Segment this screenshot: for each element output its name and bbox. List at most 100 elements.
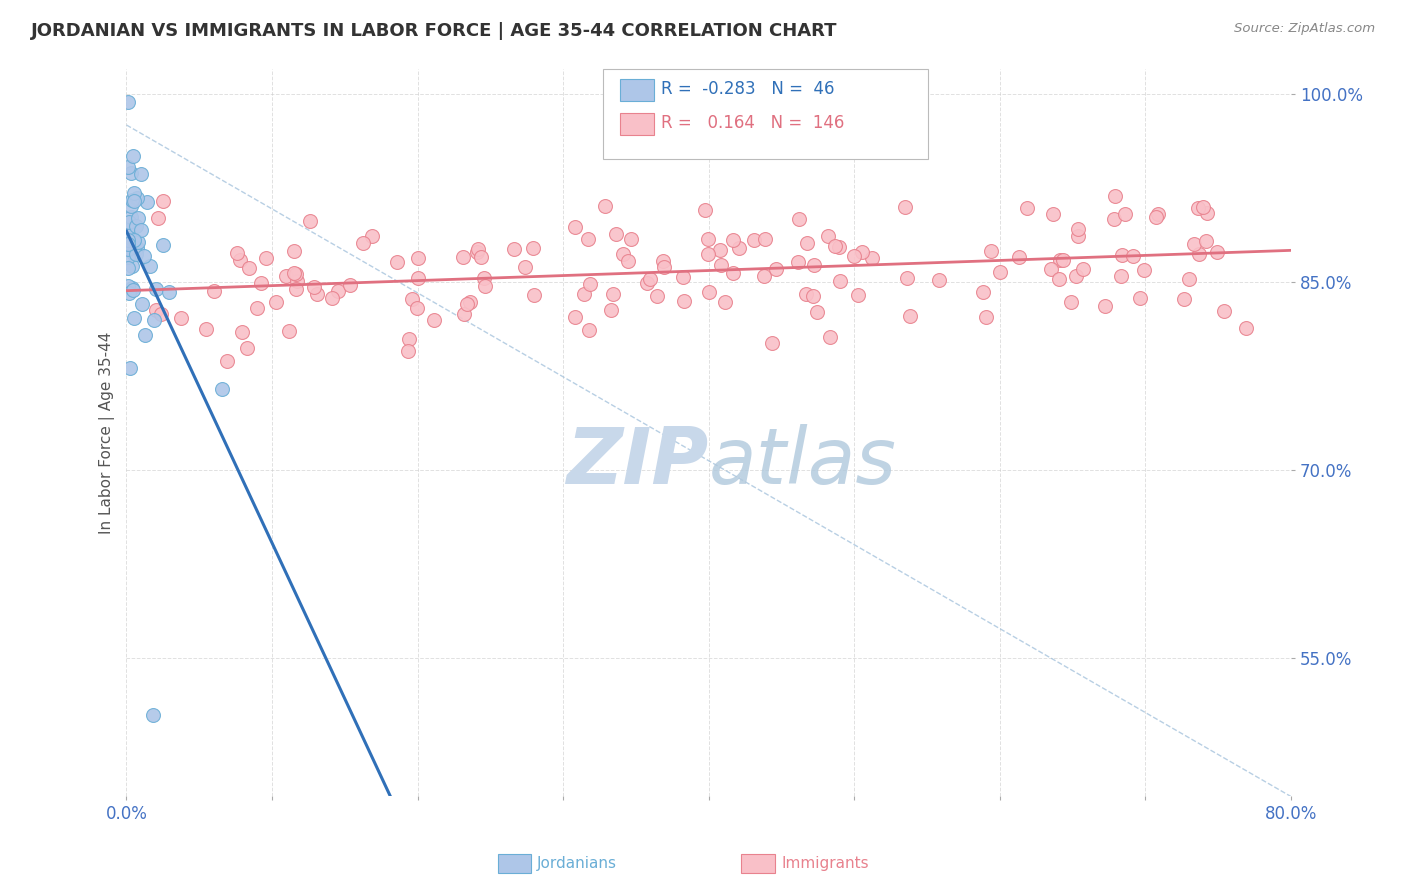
Point xyxy=(893,201,915,215)
Point xyxy=(713,295,735,310)
Point xyxy=(672,293,695,308)
Point xyxy=(139,259,162,273)
Point xyxy=(710,258,733,272)
Point xyxy=(250,276,273,290)
Point xyxy=(578,323,600,337)
Point xyxy=(229,252,252,267)
Point xyxy=(1042,207,1064,221)
Point xyxy=(467,242,489,256)
Point xyxy=(1064,269,1087,284)
Point xyxy=(474,278,496,293)
Point xyxy=(1178,271,1201,285)
Point xyxy=(118,360,141,375)
Point xyxy=(898,309,921,323)
Point xyxy=(470,250,492,264)
Point xyxy=(651,254,673,268)
Point xyxy=(117,278,139,293)
Point xyxy=(564,219,586,234)
Point xyxy=(125,191,148,205)
Text: atlas: atlas xyxy=(709,424,897,500)
Point xyxy=(122,311,145,326)
Point xyxy=(842,249,865,263)
Point xyxy=(472,271,495,285)
Point xyxy=(636,277,658,291)
Point xyxy=(1133,263,1156,277)
Point xyxy=(117,250,139,264)
Point xyxy=(1212,304,1234,318)
Point xyxy=(122,283,145,297)
Point xyxy=(699,285,721,300)
Point xyxy=(1052,253,1074,268)
Point xyxy=(803,258,825,272)
Point xyxy=(728,241,751,255)
Point xyxy=(145,282,167,296)
Point xyxy=(121,281,143,295)
Point xyxy=(152,238,174,252)
Point xyxy=(134,328,156,343)
Point xyxy=(120,166,142,180)
Point xyxy=(1188,247,1211,261)
Point xyxy=(118,228,141,243)
Point xyxy=(579,277,602,292)
Point xyxy=(1104,211,1126,226)
Point xyxy=(131,222,153,236)
Point xyxy=(1122,250,1144,264)
Point xyxy=(304,280,326,294)
Point xyxy=(640,272,662,286)
Point xyxy=(274,269,297,284)
Point xyxy=(1067,229,1090,244)
Point xyxy=(1195,235,1218,249)
Point xyxy=(211,382,233,396)
Point xyxy=(170,310,193,325)
Point xyxy=(1060,294,1083,309)
Point xyxy=(1234,321,1257,335)
Point xyxy=(117,237,139,252)
Point xyxy=(122,194,145,209)
Point xyxy=(231,325,253,339)
Point xyxy=(456,297,478,311)
Point xyxy=(406,252,429,266)
Point xyxy=(761,336,783,351)
Point xyxy=(824,239,846,253)
Point xyxy=(401,292,423,306)
Point xyxy=(787,212,810,227)
Point xyxy=(238,260,260,275)
Point xyxy=(321,291,343,305)
Point xyxy=(599,303,621,318)
Point xyxy=(1109,269,1132,284)
Point xyxy=(721,266,744,280)
Text: ZIP: ZIP xyxy=(567,424,709,500)
Point xyxy=(1187,202,1209,216)
Point xyxy=(695,202,717,217)
Point xyxy=(576,232,599,246)
Point xyxy=(602,286,624,301)
Point xyxy=(118,286,141,301)
Point xyxy=(127,235,149,249)
Point xyxy=(754,268,776,283)
Point xyxy=(742,233,765,247)
Point xyxy=(851,245,873,260)
Point xyxy=(860,252,883,266)
Point xyxy=(122,233,145,247)
Point xyxy=(285,267,308,281)
Point xyxy=(974,310,997,325)
Point xyxy=(515,260,537,274)
Point xyxy=(150,307,173,321)
Point xyxy=(696,247,718,261)
Point xyxy=(264,295,287,310)
Point xyxy=(522,241,544,255)
Point xyxy=(645,289,668,303)
Point xyxy=(118,240,141,254)
Text: R =   0.164   N =  146: R = 0.164 N = 146 xyxy=(661,114,844,132)
Point xyxy=(572,287,595,301)
Point xyxy=(398,332,420,346)
Point xyxy=(830,274,852,288)
Point xyxy=(765,262,787,277)
Point xyxy=(202,284,225,298)
Point xyxy=(125,219,148,233)
Point xyxy=(132,249,155,263)
Point xyxy=(326,284,349,298)
Point xyxy=(1017,201,1039,215)
Point xyxy=(131,297,153,311)
Point xyxy=(801,289,824,303)
